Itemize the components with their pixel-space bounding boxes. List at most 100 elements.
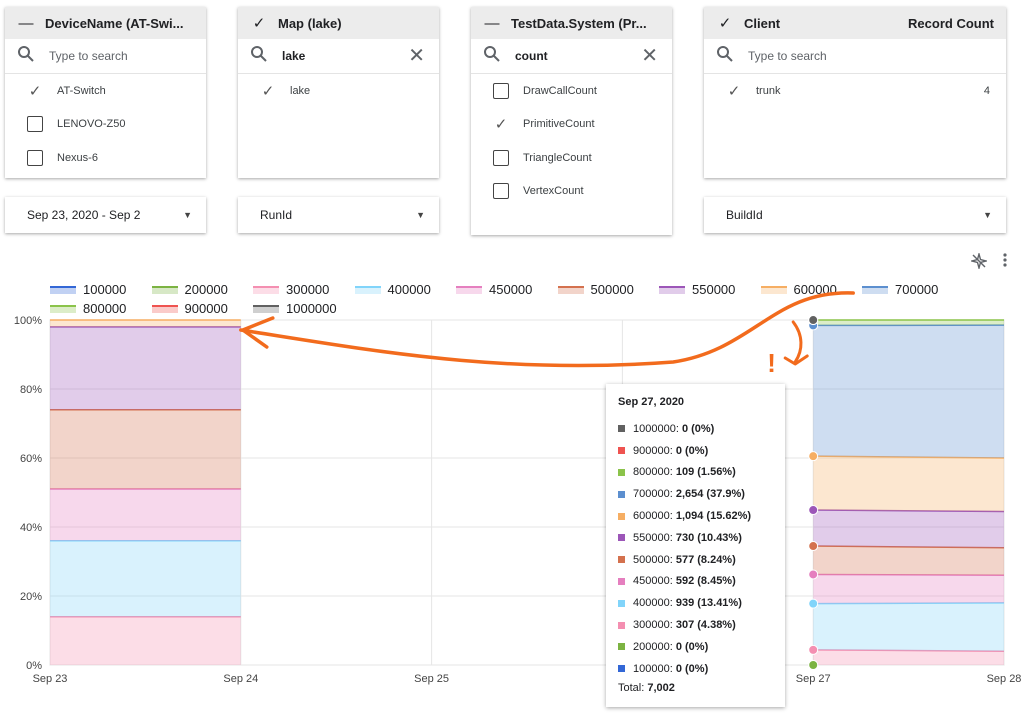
marker-300000 — [808, 644, 819, 655]
tooltip-series-value: 109 (1.56%) — [675, 466, 736, 479]
tooltip-swatch — [618, 577, 625, 585]
legend-item[interactable]: 200000 — [151, 282, 228, 297]
legend-item[interactable]: 400000 — [354, 282, 431, 297]
minus-icon[interactable]: — — [18, 14, 34, 32]
search-icon — [250, 45, 274, 68]
filter-header[interactable]: — DeviceName (AT-Swi... — [5, 7, 206, 39]
tooltip-series-value: 307 (4.38%) — [675, 619, 736, 632]
search-row[interactable]: Type to search — [704, 39, 1006, 74]
tooltip-row: 900000: 0 (0%) — [618, 440, 773, 462]
more-vert-icon[interactable] — [1002, 252, 1008, 271]
area-450000 — [50, 489, 241, 541]
checkbox[interactable] — [493, 149, 509, 166]
legend-item[interactable]: 500000 — [557, 282, 634, 297]
list-item[interactable]: ✓ trunk 4 — [704, 74, 1006, 108]
legend-swatch — [557, 285, 584, 294]
tooltip-series-value: 939 (13.41%) — [675, 597, 742, 610]
close-icon[interactable]: ✕ — [641, 45, 658, 67]
search-icon — [17, 45, 41, 68]
search-row[interactable]: lake ✕ — [238, 39, 439, 74]
search-input[interactable]: count — [515, 49, 548, 63]
checkbox[interactable] — [27, 116, 43, 133]
filter-header[interactable]: — TestData.System (Pr... — [471, 7, 672, 39]
date-range-label: Sep 23, 2020 - Sep 2 — [27, 208, 141, 222]
filter-card-testdata: — TestData.System (Pr... count ✕ DrawCal… — [471, 7, 672, 235]
checkbox[interactable] — [27, 149, 43, 166]
tooltip-swatch — [618, 665, 625, 673]
series-line-600000 — [813, 455, 1005, 459]
series-line-550000 — [813, 509, 1005, 513]
search-input[interactable]: Type to search — [49, 49, 128, 63]
list-item[interactable]: LENOVO-Z50 — [5, 108, 206, 142]
dropdown-arrow-icon: ▼ — [983, 210, 992, 220]
tooltip-series-name: 700000: — [633, 488, 676, 501]
list-item[interactable]: TriangleCount — [471, 141, 672, 175]
legend-item[interactable]: 100000 — [50, 282, 126, 297]
tooltip-series-value: 577 (8.24%) — [675, 553, 736, 566]
tooltip-row: 450000: 592 (8.45%) — [618, 571, 773, 593]
annotation-arrow-line — [239, 291, 855, 368]
tooltip-series-name: 500000: — [633, 553, 676, 566]
annotation-arrowhead — [241, 316, 275, 349]
reset-zoom-icon[interactable] — [969, 251, 989, 272]
buildid-dropdown[interactable]: BuildId ▼ — [704, 197, 1006, 233]
legend-label: 200000 — [184, 282, 228, 297]
tooltip-swatch — [618, 621, 625, 629]
record-count-header[interactable]: Record Count — [908, 15, 994, 31]
tooltip-series-value: 0 (0%) — [675, 444, 709, 457]
close-icon[interactable]: ✕ — [408, 45, 425, 67]
list-item[interactable]: ✓ lake — [238, 74, 439, 108]
marker-600000 — [808, 451, 819, 462]
list-item[interactable]: ✓ AT-Switch — [5, 74, 206, 108]
tooltip-series-name: 600000: — [633, 510, 676, 523]
legend-item[interactable]: 800000 — [50, 301, 126, 316]
search-icon — [716, 45, 740, 68]
filter-header[interactable]: ✓ Map (lake) — [238, 7, 439, 39]
legend-item[interactable]: 900000 — [151, 301, 228, 316]
check-icon[interactable]: ✓ — [718, 15, 732, 32]
series-line-500000 — [813, 545, 1005, 549]
option-label: PrimitiveCount — [523, 118, 595, 131]
search-row[interactable]: Type to search — [5, 39, 206, 74]
y-tick-label: 0% — [26, 660, 42, 672]
tooltip-total: Total: 7,002 — [618, 682, 773, 694]
legend-swatch — [253, 285, 279, 294]
legend-swatch — [760, 285, 787, 294]
search-input[interactable]: lake — [282, 49, 306, 63]
filter-card-device: — DeviceName (AT-Swi... Type to search ✓… — [5, 7, 206, 178]
minus-icon[interactable]: — — [484, 14, 500, 32]
marker-200000 — [808, 660, 819, 670]
marker-450000 — [808, 569, 819, 580]
list-item[interactable]: DrawCallCount — [471, 74, 672, 108]
checkbox[interactable] — [493, 183, 509, 200]
runid-dropdown[interactable]: RunId ▼ — [238, 197, 439, 233]
search-row[interactable]: count ✕ — [471, 39, 672, 74]
checkmark-icon[interactable]: ✓ — [494, 116, 508, 134]
legend-item[interactable]: 450000 — [456, 282, 532, 297]
checkmark-icon[interactable]: ✓ — [727, 82, 741, 100]
date-range-dropdown[interactable]: Sep 23, 2020 - Sep 2 ▼ — [5, 197, 206, 233]
list-item[interactable]: ✓ PrimitiveCount — [471, 108, 672, 142]
legend-item[interactable]: 700000 — [862, 282, 938, 297]
list-item[interactable]: Nexus-6 — [5, 141, 206, 175]
legend-label: 450000 — [489, 282, 533, 297]
tooltip-series-name: 200000: — [633, 640, 676, 653]
list-item[interactable]: VertexCount — [471, 175, 672, 209]
legend-label: 700000 — [895, 282, 939, 297]
check-icon[interactable]: ✓ — [252, 15, 266, 32]
legend-label: 500000 — [590, 282, 634, 297]
search-input[interactable]: Type to search — [748, 49, 827, 63]
tooltip-total-value: 7,002 — [647, 681, 675, 694]
area-300000 — [50, 616, 241, 665]
filter-header[interactable]: ✓ Client Record Count — [704, 7, 1006, 39]
tooltip-swatch — [618, 599, 625, 607]
legend-item[interactable]: 300000 — [253, 282, 329, 297]
buildid-label: BuildId — [726, 208, 763, 222]
area-800000 — [813, 320, 1004, 326]
checkmark-icon[interactable]: ✓ — [28, 82, 42, 100]
checkbox[interactable] — [493, 82, 509, 99]
legend-item[interactable]: 550000 — [659, 282, 735, 297]
legend-label: 400000 — [387, 282, 431, 297]
legend-item[interactable]: 1000000 — [253, 301, 337, 316]
checkmark-icon[interactable]: ✓ — [261, 82, 275, 100]
